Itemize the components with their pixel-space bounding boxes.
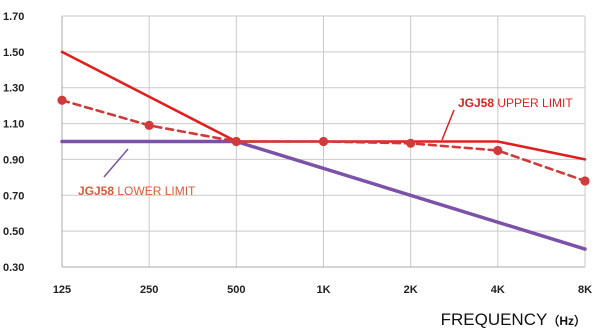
x-axis-title-unit: （Hz） xyxy=(547,313,586,328)
data-point-measured xyxy=(57,95,67,105)
annotation-leader-lower xyxy=(103,148,129,178)
data-point-measured xyxy=(493,145,503,156)
data-point-measured xyxy=(318,136,329,147)
annotation-upper-standard: JGJ58 xyxy=(458,96,494,110)
y-tick-label: 0.50 xyxy=(3,226,24,238)
x-axis-title-main: FREQUENCY xyxy=(441,310,548,329)
x-tick-label: 250 xyxy=(140,284,158,296)
y-tick-label: 0.90 xyxy=(3,154,24,166)
y-tick-label: 0.30 xyxy=(3,262,24,274)
y-tick-label: 1.70 xyxy=(3,11,24,23)
annotation-lower-standard: JGJ58 xyxy=(78,184,114,198)
data-point-measured xyxy=(231,136,241,147)
x-tick-label: 1K xyxy=(316,284,330,296)
y-tick-label: 0.70 xyxy=(3,190,24,202)
x-axis-title: FREQUENCY（Hz） xyxy=(441,310,586,329)
x-tick-label: 125 xyxy=(53,284,71,296)
x-tick-label: 500 xyxy=(227,284,245,296)
x-tick-label: 4K xyxy=(491,284,505,296)
annotation-lower-text: LOWER LIMIT xyxy=(114,184,196,198)
data-point-measured xyxy=(406,138,416,148)
y-tick-label: 1.30 xyxy=(3,83,24,95)
data-point-measured xyxy=(144,120,154,130)
annotation-lower: JGJ58 LOWER LIMIT xyxy=(78,184,196,198)
annotation-upper: JGJ58 UPPER LIMIT xyxy=(458,96,573,110)
x-tick-label: 2K xyxy=(404,284,418,296)
series-line-upper xyxy=(60,50,587,161)
y-tick-label: 1.50 xyxy=(3,47,24,59)
y-tick-label: 1.10 xyxy=(3,119,24,131)
tick-labels: 0.30 0.50 0.70 0.90 1.10 1.30 1.50 1.70 125 250 50… xyxy=(3,11,592,296)
annotation-leader-upper xyxy=(441,109,455,141)
annotation-upper-text: UPPER LIMIT xyxy=(494,96,573,110)
x-tick-label: 8K xyxy=(578,284,592,296)
series xyxy=(57,50,590,251)
data-point-measured xyxy=(580,176,590,186)
